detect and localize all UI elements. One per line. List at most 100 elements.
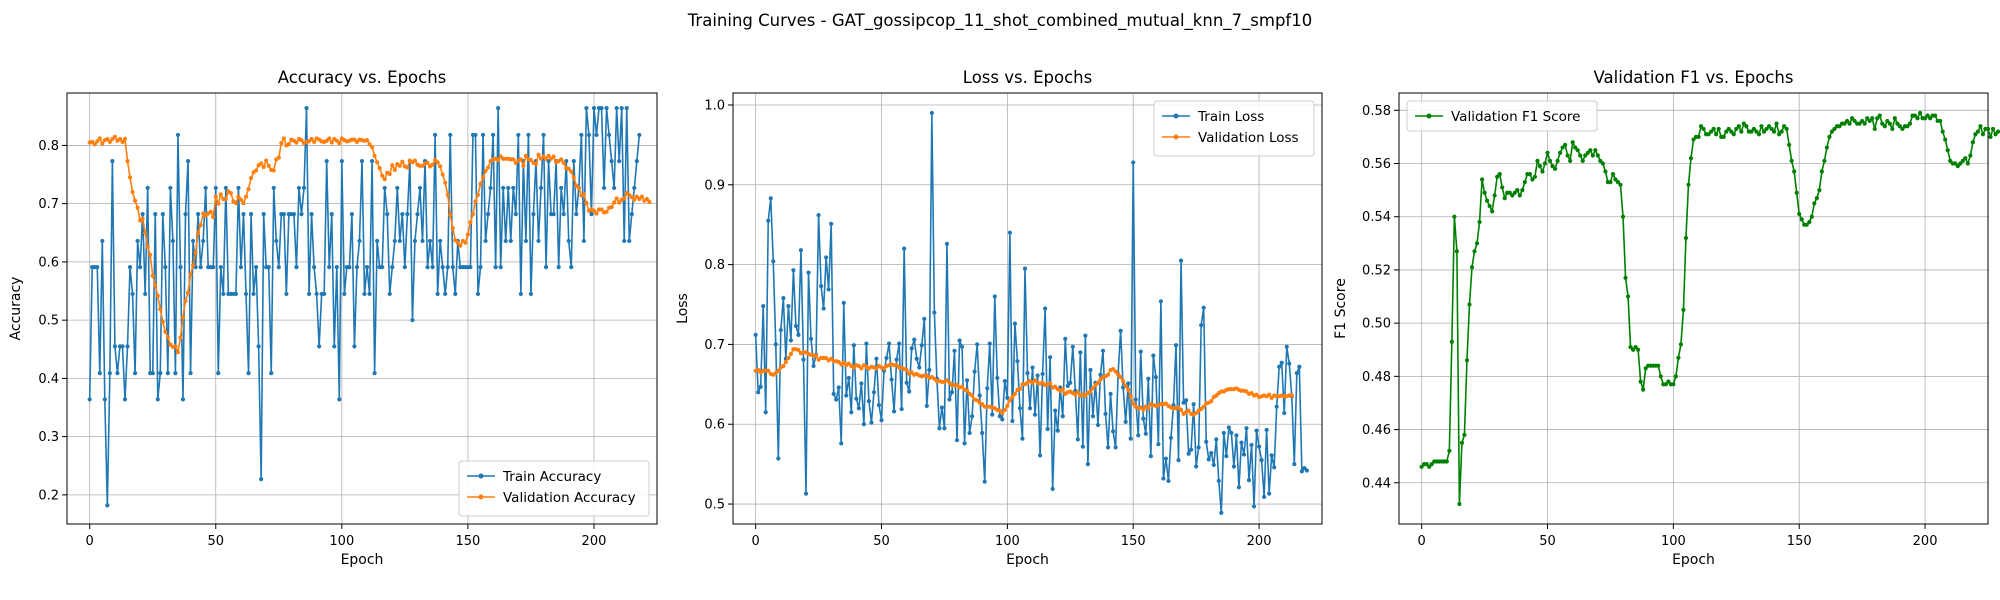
data-point xyxy=(143,230,148,235)
data-point xyxy=(122,397,128,402)
data-point xyxy=(1304,468,1309,473)
data-point xyxy=(357,238,362,244)
data-point xyxy=(1641,387,1646,392)
data-point xyxy=(238,265,244,270)
data-point xyxy=(1479,177,1485,182)
data-point xyxy=(352,344,357,349)
data-point xyxy=(1123,419,1128,424)
data-point xyxy=(1862,121,1867,126)
data-point xyxy=(248,175,254,181)
data-point xyxy=(1010,418,1015,424)
legend-marker xyxy=(478,494,484,500)
data-point xyxy=(475,291,481,297)
data-point xyxy=(261,212,266,217)
data-point xyxy=(879,418,884,423)
data-point xyxy=(415,212,420,217)
data-point xyxy=(1756,132,1762,137)
data-point xyxy=(1490,209,1495,214)
data-point xyxy=(627,238,632,244)
data-point xyxy=(1048,355,1053,360)
data-point xyxy=(1515,188,1520,193)
data-point xyxy=(1419,464,1424,469)
data-point xyxy=(1095,380,1101,385)
data-point xyxy=(296,185,302,191)
data-point xyxy=(1113,369,1118,374)
data-point xyxy=(1764,126,1769,132)
data-point xyxy=(1241,452,1247,457)
data-point xyxy=(859,381,864,386)
data-point xyxy=(259,477,264,482)
data-point xyxy=(1522,180,1527,185)
data-point xyxy=(284,291,289,297)
data-point xyxy=(511,157,516,162)
data-point xyxy=(145,185,150,191)
data-point xyxy=(1789,158,1794,163)
data-point xyxy=(1993,132,1998,137)
data-point xyxy=(100,238,105,244)
y-tick-label: 0.4 xyxy=(38,372,59,387)
data-point xyxy=(1080,444,1085,449)
data-point xyxy=(904,367,909,373)
data-point xyxy=(606,132,612,138)
data-point xyxy=(1005,403,1010,408)
series-val xyxy=(753,347,1294,417)
data-point xyxy=(1754,129,1759,134)
data-point xyxy=(1739,129,1744,134)
data-point xyxy=(165,371,170,376)
data-point xyxy=(1782,124,1787,129)
data-point xyxy=(1980,132,1986,137)
data-point xyxy=(1429,462,1434,467)
data-point xyxy=(806,270,811,275)
data-point xyxy=(138,265,143,270)
data-point xyxy=(1965,161,1970,166)
data-point xyxy=(1769,126,1774,132)
data-point xyxy=(970,414,975,419)
data-point xyxy=(95,139,100,144)
data-point xyxy=(1565,153,1570,158)
data-point xyxy=(1588,148,1593,153)
data-point xyxy=(1872,126,1877,132)
data-point xyxy=(1630,347,1636,352)
data-point xyxy=(1968,153,1973,158)
panel-title: Validation F1 vs. Epochs xyxy=(1594,68,1794,87)
data-point xyxy=(1510,193,1515,198)
data-point xyxy=(402,265,407,270)
data-point xyxy=(612,200,617,205)
plot-frame xyxy=(1398,92,1989,525)
y-tick-label: 0.54 xyxy=(1362,210,1391,225)
data-point xyxy=(1085,462,1091,467)
legend-marker xyxy=(1173,113,1179,119)
data-point xyxy=(594,211,599,216)
data-point xyxy=(1485,198,1490,203)
data-point xyxy=(1563,142,1568,147)
data-point xyxy=(448,212,453,217)
data-point xyxy=(1467,302,1472,307)
data-point xyxy=(1507,190,1512,195)
data-point xyxy=(1236,485,1242,490)
data-point xyxy=(304,106,309,111)
data-point xyxy=(435,160,440,165)
data-point xyxy=(1741,121,1746,126)
data-point xyxy=(844,393,849,398)
data-point xyxy=(614,196,619,201)
data-point xyxy=(1032,412,1038,417)
data-point xyxy=(619,106,624,111)
data-point xyxy=(776,368,781,373)
data-point xyxy=(294,140,299,145)
data-point xyxy=(1598,158,1603,163)
data-point xyxy=(1527,172,1532,177)
data-point xyxy=(1560,145,1565,150)
data-point xyxy=(196,230,201,235)
data-point xyxy=(1759,124,1764,129)
data-point xyxy=(377,166,382,171)
data-point xyxy=(1153,375,1158,380)
data-point xyxy=(115,371,120,376)
data-point xyxy=(1814,195,1819,201)
x-axis-label: Epoch xyxy=(341,552,384,568)
data-point xyxy=(1234,433,1239,438)
data-point xyxy=(213,185,218,191)
data-point xyxy=(478,265,483,270)
data-point xyxy=(183,298,188,304)
data-point xyxy=(1272,465,1277,470)
data-point xyxy=(1615,180,1621,185)
